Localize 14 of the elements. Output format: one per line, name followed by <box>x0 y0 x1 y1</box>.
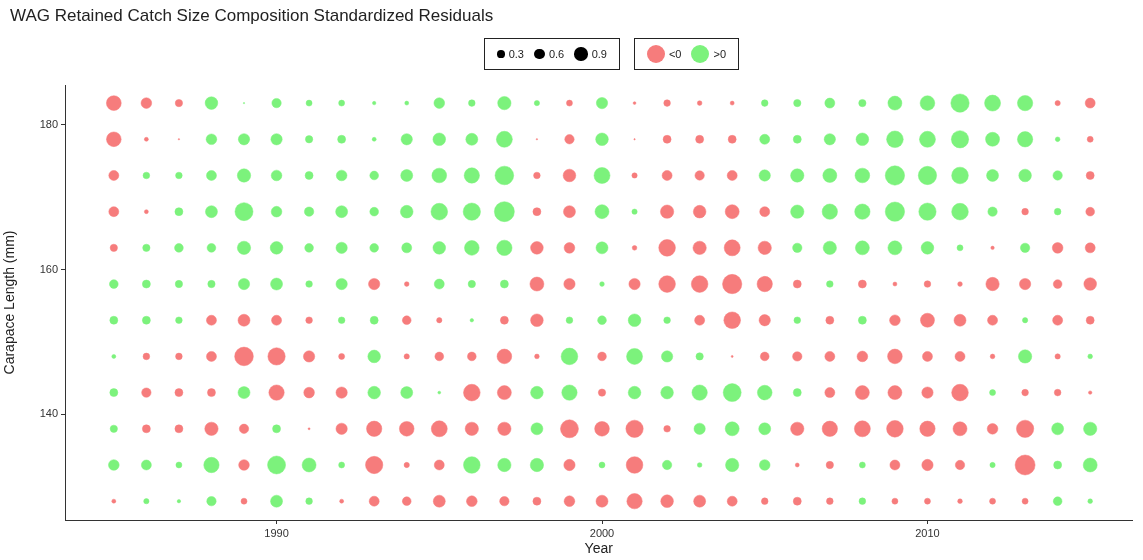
y-tick-label: 160 <box>39 262 58 275</box>
chart-title: WAG Retained Catch Size Composition Standardized Residuals <box>10 6 494 26</box>
y-tick-label: 140 <box>39 407 58 420</box>
x-tick-label: 1990 <box>264 526 289 539</box>
legend-label: 0.9 <box>591 48 607 60</box>
legend-label: 0.6 <box>548 48 565 60</box>
x-axis-title: Year <box>584 540 614 557</box>
y-tick-label: 180 <box>39 117 58 130</box>
y-axis-title: Carapace Length (mm) <box>1 230 18 375</box>
x-tick-label: 2010 <box>915 526 940 539</box>
legend-label: <0 <box>668 48 682 60</box>
legend-label: >0 <box>713 48 727 60</box>
legend-label: 0.3 <box>508 48 524 60</box>
x-tick-label: 2000 <box>589 526 615 539</box>
